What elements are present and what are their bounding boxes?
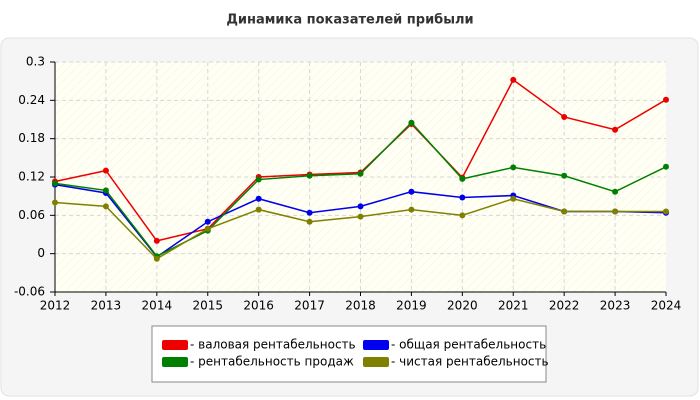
- x-tick-label: 2016: [243, 299, 274, 313]
- x-tick-label: 2015: [192, 299, 223, 313]
- x-tick-label: 2020: [447, 299, 478, 313]
- x-tick-label: 2013: [91, 299, 122, 313]
- data-point: [52, 180, 58, 187]
- legend-label: - рентабельность продаж: [190, 355, 354, 369]
- x-tick-label: 2021: [498, 299, 529, 313]
- data-point: [612, 126, 619, 133]
- data-point: [561, 113, 568, 120]
- legend: [151, 325, 547, 383]
- data-point: [663, 208, 669, 215]
- data-point: [510, 164, 517, 171]
- x-tick-label: 2017: [294, 299, 325, 313]
- data-point: [102, 203, 109, 210]
- data-point: [510, 76, 517, 83]
- data-point: [306, 209, 313, 216]
- x-tick-label: 2023: [600, 299, 631, 313]
- y-tick-label: -0.06: [14, 285, 45, 299]
- data-point: [561, 208, 568, 215]
- data-point: [459, 175, 466, 182]
- legend-swatch: [162, 340, 188, 350]
- data-point: [357, 170, 364, 177]
- y-tick-label: 0.3: [26, 55, 45, 69]
- data-point: [102, 187, 109, 194]
- data-point: [612, 208, 619, 215]
- data-point: [306, 218, 313, 225]
- x-tick-label: 2012: [40, 299, 71, 313]
- data-point: [459, 212, 466, 219]
- data-point: [255, 195, 262, 202]
- data-point: [510, 195, 517, 202]
- data-point: [663, 163, 669, 170]
- y-tick-label: 0.12: [18, 170, 45, 184]
- legend-swatch: [162, 357, 188, 367]
- data-point: [204, 225, 211, 232]
- data-point: [561, 172, 568, 179]
- data-point: [204, 218, 211, 225]
- data-point: [306, 172, 313, 179]
- data-point: [357, 203, 364, 210]
- data-point: [255, 206, 262, 213]
- data-point: [663, 96, 669, 103]
- chart-title: Динамика показателей прибыли: [226, 13, 473, 28]
- data-point: [357, 213, 364, 220]
- data-point: [52, 199, 58, 206]
- legend-label: - чистая рентабельность: [391, 355, 549, 369]
- legend-label: - валовая рентабельность: [190, 338, 356, 352]
- legend-swatch: [363, 340, 389, 350]
- y-tick-label: 0.24: [18, 93, 45, 107]
- data-point: [255, 176, 262, 183]
- y-tick-label: 0.06: [18, 208, 45, 222]
- legend-swatch: [363, 357, 389, 367]
- data-point: [408, 188, 415, 195]
- data-point: [408, 119, 415, 126]
- data-point: [153, 255, 160, 262]
- data-point: [459, 194, 466, 201]
- x-tick-label: 2014: [142, 299, 173, 313]
- x-tick-label: 2024: [651, 299, 682, 313]
- y-tick-label: 0: [37, 246, 45, 260]
- data-point: [612, 188, 619, 195]
- x-tick-label: 2018: [345, 299, 376, 313]
- x-tick-label: 2022: [549, 299, 580, 313]
- x-tick-label: 2019: [396, 299, 427, 313]
- legend-label: - общая рентабельность: [391, 338, 546, 352]
- data-point: [153, 237, 160, 244]
- data-point: [408, 206, 415, 213]
- data-point: [102, 167, 109, 174]
- y-tick-label: 0.18: [18, 131, 45, 145]
